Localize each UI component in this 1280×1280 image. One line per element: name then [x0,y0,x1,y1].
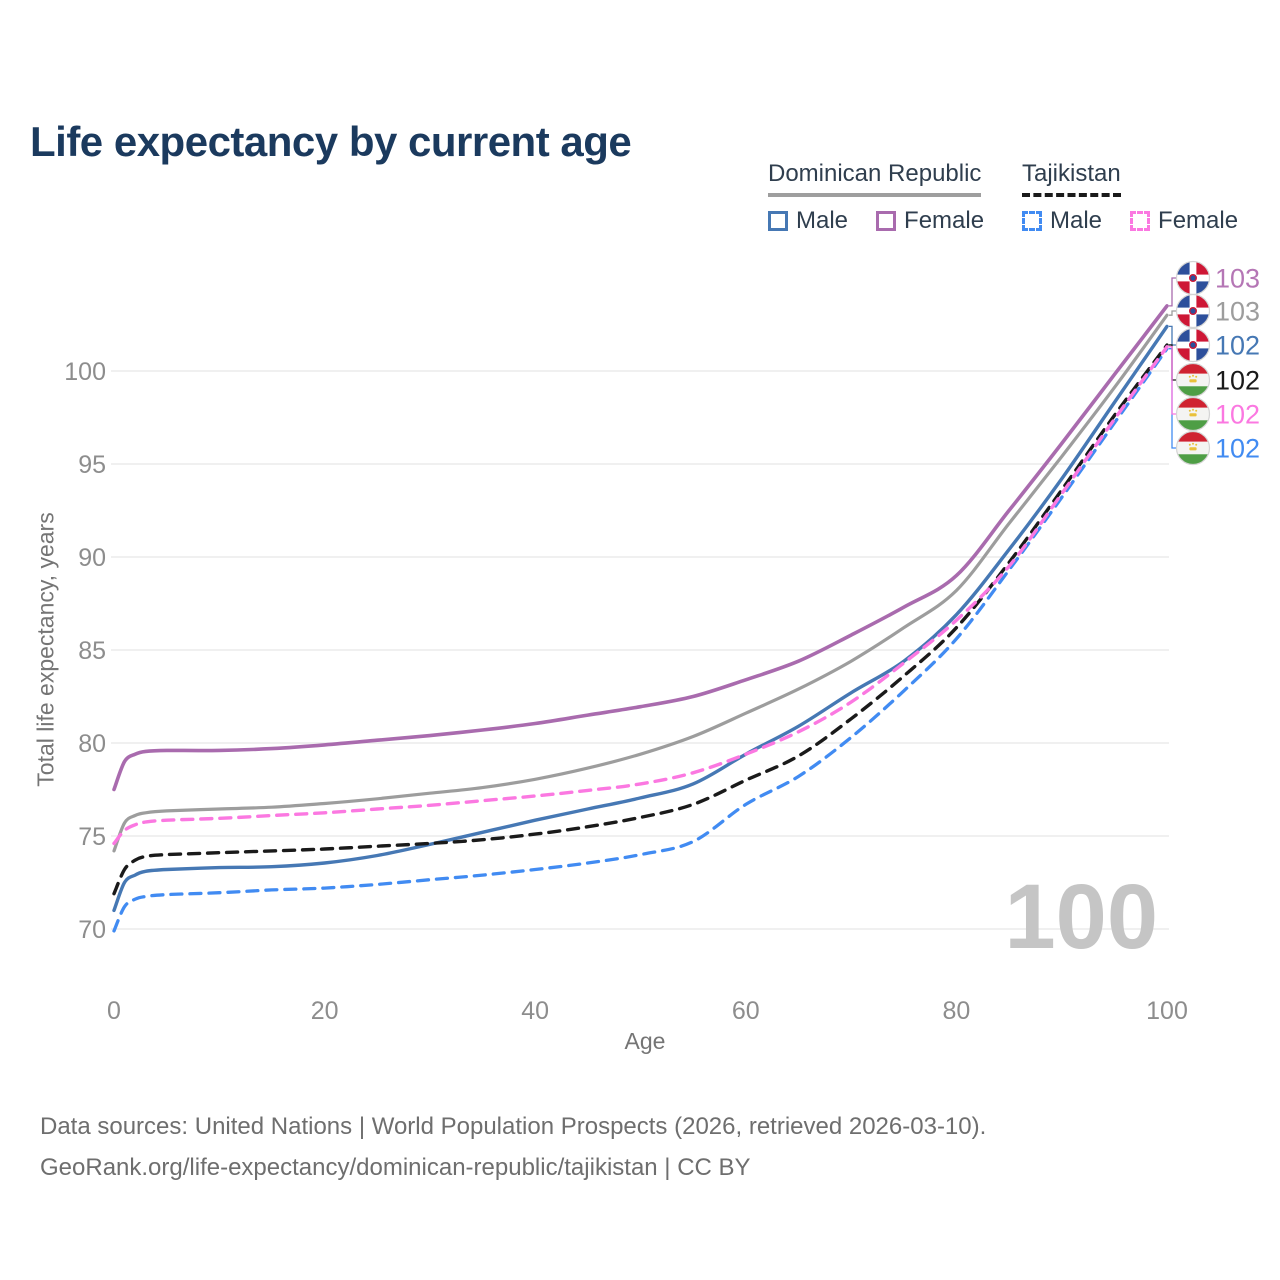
legend-row: Male Female [768,207,984,235]
tajikistan-flag-icon [1176,363,1210,397]
x-tick-label: 80 [942,997,970,1025]
legend-item-tj-male[interactable]: Male [1022,207,1102,235]
y-tick-label: 90 [78,544,106,572]
leader-line-tj-female [1169,346,1177,415]
x-tick-label: 100 [1146,997,1188,1025]
x-tick-label: 0 [107,997,121,1025]
legend-group-tajikistan: Tajikistan Male Female [1022,160,1238,235]
watermark-age-label: 100 [1005,866,1159,968]
legend-item-label: Male [1050,207,1103,234]
legend-item-dr-male[interactable]: Male [768,207,848,235]
x-tick-label: 40 [521,997,549,1025]
series-line-dr-total [112,313,1169,853]
footer-data-sources: Data sources: United Nations | World Pop… [40,1113,987,1140]
legend-group-dominican-republic: Dominican Republic Male Female [768,160,984,235]
legend-item-label: Female [1158,207,1239,234]
y-tick-label: 95 [78,451,106,479]
end-value-label-tj-total: 102 [1215,366,1260,396]
y-tick-label: 100 [64,358,106,386]
x-ticks: 0 20 40 60 80 100 [107,997,1188,1025]
end-value-label-tj-male: 102 [1215,434,1260,464]
gridlines-and-y-ticks: 70 75 80 85 90 95 100 [64,358,1169,944]
legend-row: Male Female [1022,207,1238,235]
x-tick-label: 60 [732,997,760,1025]
leader-line-tj-male [1169,348,1177,449]
legend-item-label: Female [904,207,985,234]
footer: Data sources: United Nations | World Pop… [40,1106,986,1188]
end-value-label-dr-male: 102 [1215,331,1260,361]
leader-line-tj-total [1169,344,1177,381]
y-axis-title: Total life expectancy, years [32,512,59,787]
end-label-row-dr-male: 102 [1175,327,1260,363]
y-tick-label: 80 [78,730,106,758]
dr-female-swatch-icon [876,211,897,231]
x-axis-title: Age [624,1028,666,1054]
y-tick-label: 70 [78,916,106,944]
tajikistan-flag-icon [1176,431,1210,465]
series-line-tj-female [112,345,1169,846]
tj-female-swatch-icon [1130,211,1151,231]
y-tick-label: 75 [78,823,106,851]
x-tick-label: 20 [311,997,339,1025]
legend-item-label: Male [796,207,849,234]
leader-line-dr-female [1169,277,1177,307]
leader-line-dr-male [1169,325,1177,346]
series-line-dr-female [112,304,1169,792]
leader-lines [1169,277,1177,449]
end-value-label-dr-total: 103 [1215,297,1260,327]
end-label-row-tj-total: 102 [1175,362,1260,398]
legend-header-dominican-republic[interactable]: Dominican Republic [768,160,982,197]
page-title: Life expectancy by current age [30,118,632,166]
end-value-label-dr-female: 103 [1215,264,1260,294]
series-line-dr-male [112,324,1169,913]
tj-male-swatch-icon [1022,211,1042,231]
legend-item-tj-female[interactable]: Female [1130,207,1238,235]
end-value-label-tj-female: 102 [1215,400,1260,430]
series-line-tj-total [112,343,1169,896]
legend-header-tajikistan[interactable]: Tajikistan [1022,160,1121,197]
end-label-row-tj-male: 102 [1175,430,1260,466]
footer-attribution-link: GeoRank.org/life-expectancy/dominican-re… [40,1154,751,1181]
dominican-republic-flag-icon [1176,294,1210,328]
leader-line-dr-total [1169,310,1177,316]
end-label-row-dr-female: 103 [1175,260,1260,296]
end-label-row-tj-female: 102 [1175,396,1260,432]
dr-male-swatch-icon [768,211,788,231]
series-line-tj-male [112,347,1169,933]
series-lines [112,304,1169,933]
legend-item-dr-female[interactable]: Female [876,207,984,235]
y-tick-label: 85 [78,637,106,665]
tajikistan-flag-icon [1176,397,1210,431]
end-label-row-dr-total: 103 [1175,293,1260,329]
